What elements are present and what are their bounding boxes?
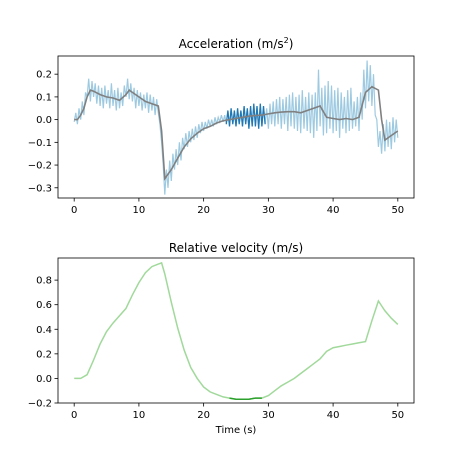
acceleration-axes-frame xyxy=(57,55,415,199)
velocity-ticks: 0 10 20 30 40 50 −0.2 0.0 0.2 0.4 0.6 0.8 xyxy=(28,276,404,421)
velocity-ytick-label: 0.8 xyxy=(36,276,52,287)
acceleration-title-superscript: 2 xyxy=(284,36,289,45)
velocity-ytick-label: 0.2 xyxy=(36,349,52,360)
acceleration-xtick-label: 40 xyxy=(327,205,340,216)
acceleration-xtick-label: 0 xyxy=(71,205,77,216)
velocity-plot-area xyxy=(74,261,399,401)
velocity-xtick-label: 0 xyxy=(71,410,77,421)
velocity-xtick-label: 50 xyxy=(391,410,404,421)
velocity-xtick-label: 20 xyxy=(197,410,210,421)
velocity-xtick-label: 10 xyxy=(133,410,146,421)
velocity-xtick-label: 40 xyxy=(327,410,340,421)
acceleration-ytick-label: 0.0 xyxy=(36,115,52,126)
acceleration-ytick-label: −0.2 xyxy=(28,161,52,172)
velocity-ytick-label: 0.0 xyxy=(36,374,52,385)
velocity-ytick-label: −0.2 xyxy=(28,399,52,410)
velocity-xlabel: Time (s) xyxy=(215,425,257,436)
acceleration-ytick-label: −0.1 xyxy=(28,138,52,149)
acceleration-xtick-label: 50 xyxy=(391,205,404,216)
smoothed-acceleration-line xyxy=(74,85,399,181)
acceleration-ytick-label: −0.3 xyxy=(28,183,52,194)
velocity-axes: Relative velocity (m/s) 0 10 20 30 40 50−0.20… xyxy=(28,241,415,436)
velocity-ytick-label: 0.6 xyxy=(36,300,52,311)
velocity-line xyxy=(74,261,399,401)
acceleration-ticks: 0 10 20 30 40 50 −0.3 −0.2 −0.1 0.0 0.1 0.2 xyxy=(28,70,404,216)
acceleration-xtick-label: 20 xyxy=(197,205,210,216)
velocity-axes-frame xyxy=(57,257,415,404)
acceleration-title: Acceleration (m/s2) xyxy=(179,36,294,51)
acceleration-xtick-label: 10 xyxy=(133,205,146,216)
velocity-highlight-line xyxy=(229,397,262,401)
velocity-ytick-label: 0.4 xyxy=(36,325,52,336)
acceleration-xtick-label: 30 xyxy=(262,205,275,216)
acceleration-ytick-label: 0.2 xyxy=(36,70,52,81)
acceleration-plot-area xyxy=(73,60,399,195)
velocity-xtick-label: 30 xyxy=(262,410,275,421)
velocity-title: Relative velocity (m/s) xyxy=(169,241,303,255)
acceleration-ytick-label: 0.1 xyxy=(36,92,52,103)
raw-acceleration-highlight-line xyxy=(225,103,266,129)
acceleration-axes: Acceleration (m/s2) 0 10 20 30 40 50 −0.3 −0.2 −… xyxy=(28,36,415,216)
raw-acceleration-line xyxy=(73,60,399,195)
